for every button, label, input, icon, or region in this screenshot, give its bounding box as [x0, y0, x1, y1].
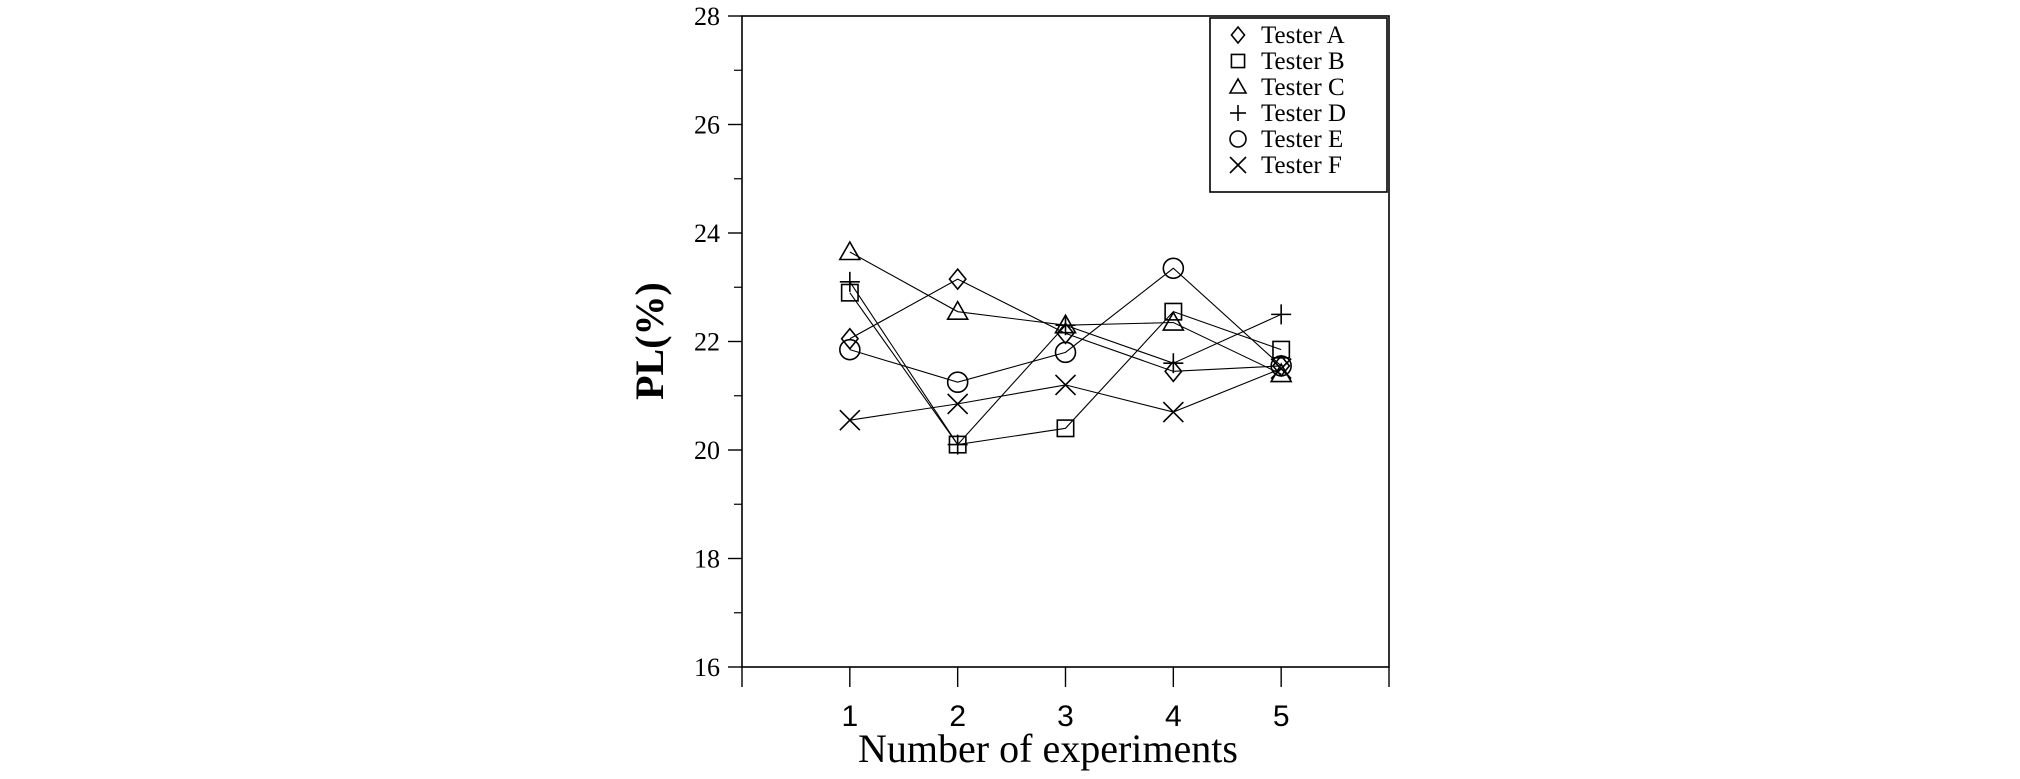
series-tester-f	[839, 358, 1292, 431]
x-tick-label: 1	[841, 700, 858, 733]
marker-square	[1230, 53, 1246, 69]
marker-circle	[946, 371, 969, 393]
legend-item: Tester C	[1228, 74, 1345, 101]
x-axis-title: Number of experiments	[858, 726, 1238, 771]
marker-circle	[839, 338, 861, 361]
series-tester-e	[839, 257, 1292, 393]
marker-diamond	[1230, 25, 1246, 45]
marker-cross	[1054, 374, 1077, 396]
marker-square	[1056, 419, 1075, 438]
y-tick-label: 26	[694, 111, 720, 140]
marker-plus	[1055, 315, 1076, 336]
marker-circle	[1229, 130, 1247, 148]
series-line	[849, 251, 1282, 375]
y-tick-label: 20	[694, 436, 720, 465]
marker-circle	[1270, 355, 1292, 377]
legend-label: Tester B	[1261, 48, 1345, 75]
series-line	[849, 267, 1282, 383]
legend-label: Tester E	[1261, 126, 1343, 153]
legend-label: Tester D	[1261, 100, 1346, 127]
marker-diamond	[840, 327, 860, 351]
marker-cross	[1270, 358, 1292, 380]
y-tick-label: 16	[694, 653, 720, 682]
x-tick-label: 2	[949, 700, 966, 733]
marker-plus	[947, 434, 968, 455]
marker-diamond	[1056, 322, 1075, 345]
series-tester-d	[839, 271, 1292, 455]
legend-item: Tester D	[1230, 100, 1346, 127]
marker-cross-b	[1229, 156, 1247, 174]
marker-plus	[1230, 105, 1246, 121]
marker-cross-b	[839, 409, 861, 431]
marker-triangle	[1161, 310, 1185, 331]
y-tick-label: 22	[694, 328, 720, 357]
series-line	[849, 292, 1282, 446]
marker-cross-b	[1270, 358, 1292, 380]
marker-plus	[1163, 353, 1184, 374]
y-tick-label: 18	[694, 545, 720, 574]
y-tick-label: 24	[694, 219, 720, 248]
legend-label: Tester C	[1261, 74, 1345, 101]
marker-cross-b	[947, 393, 969, 415]
y-tick-label: 28	[694, 2, 720, 31]
marker-triangle	[1228, 77, 1248, 94]
marker-cross	[947, 393, 969, 415]
legend-item: Tester A	[1230, 22, 1345, 49]
marker-circle	[1054, 341, 1077, 364]
marker-plus	[839, 271, 860, 292]
series-line	[849, 368, 1282, 421]
series-tester-c	[838, 240, 1293, 383]
marker-diamond	[1164, 360, 1183, 383]
marker-cross-b	[1054, 374, 1077, 396]
legend-item: Tester B	[1230, 48, 1345, 75]
legend-item: Tester F	[1229, 152, 1342, 179]
x-tick-label: 4	[1165, 700, 1182, 733]
marker-diamond	[948, 267, 967, 291]
marker-cross	[1229, 156, 1247, 174]
marker-square	[1272, 340, 1291, 359]
axis-ticks: 16 18 20 22 24 26 28 1 2 3 4 5	[694, 2, 1390, 733]
marker-cross	[1162, 401, 1184, 423]
marker-triangle	[838, 240, 862, 261]
marker-cross	[839, 409, 861, 431]
legend-item: Tester E	[1229, 126, 1343, 153]
series-layer	[838, 240, 1293, 455]
marker-cross-b	[1162, 401, 1184, 423]
marker-square	[1164, 302, 1183, 321]
legend-label: Tester A	[1261, 22, 1345, 49]
marker-triangle	[946, 300, 970, 320]
x-tick-label: 5	[1273, 700, 1290, 733]
marker-plus	[1271, 304, 1292, 325]
x-tick-label: 3	[1057, 700, 1074, 733]
marker-circle	[1162, 257, 1185, 280]
legend-label: Tester F	[1261, 152, 1342, 179]
y-axis-title: PL(%)	[627, 282, 672, 400]
